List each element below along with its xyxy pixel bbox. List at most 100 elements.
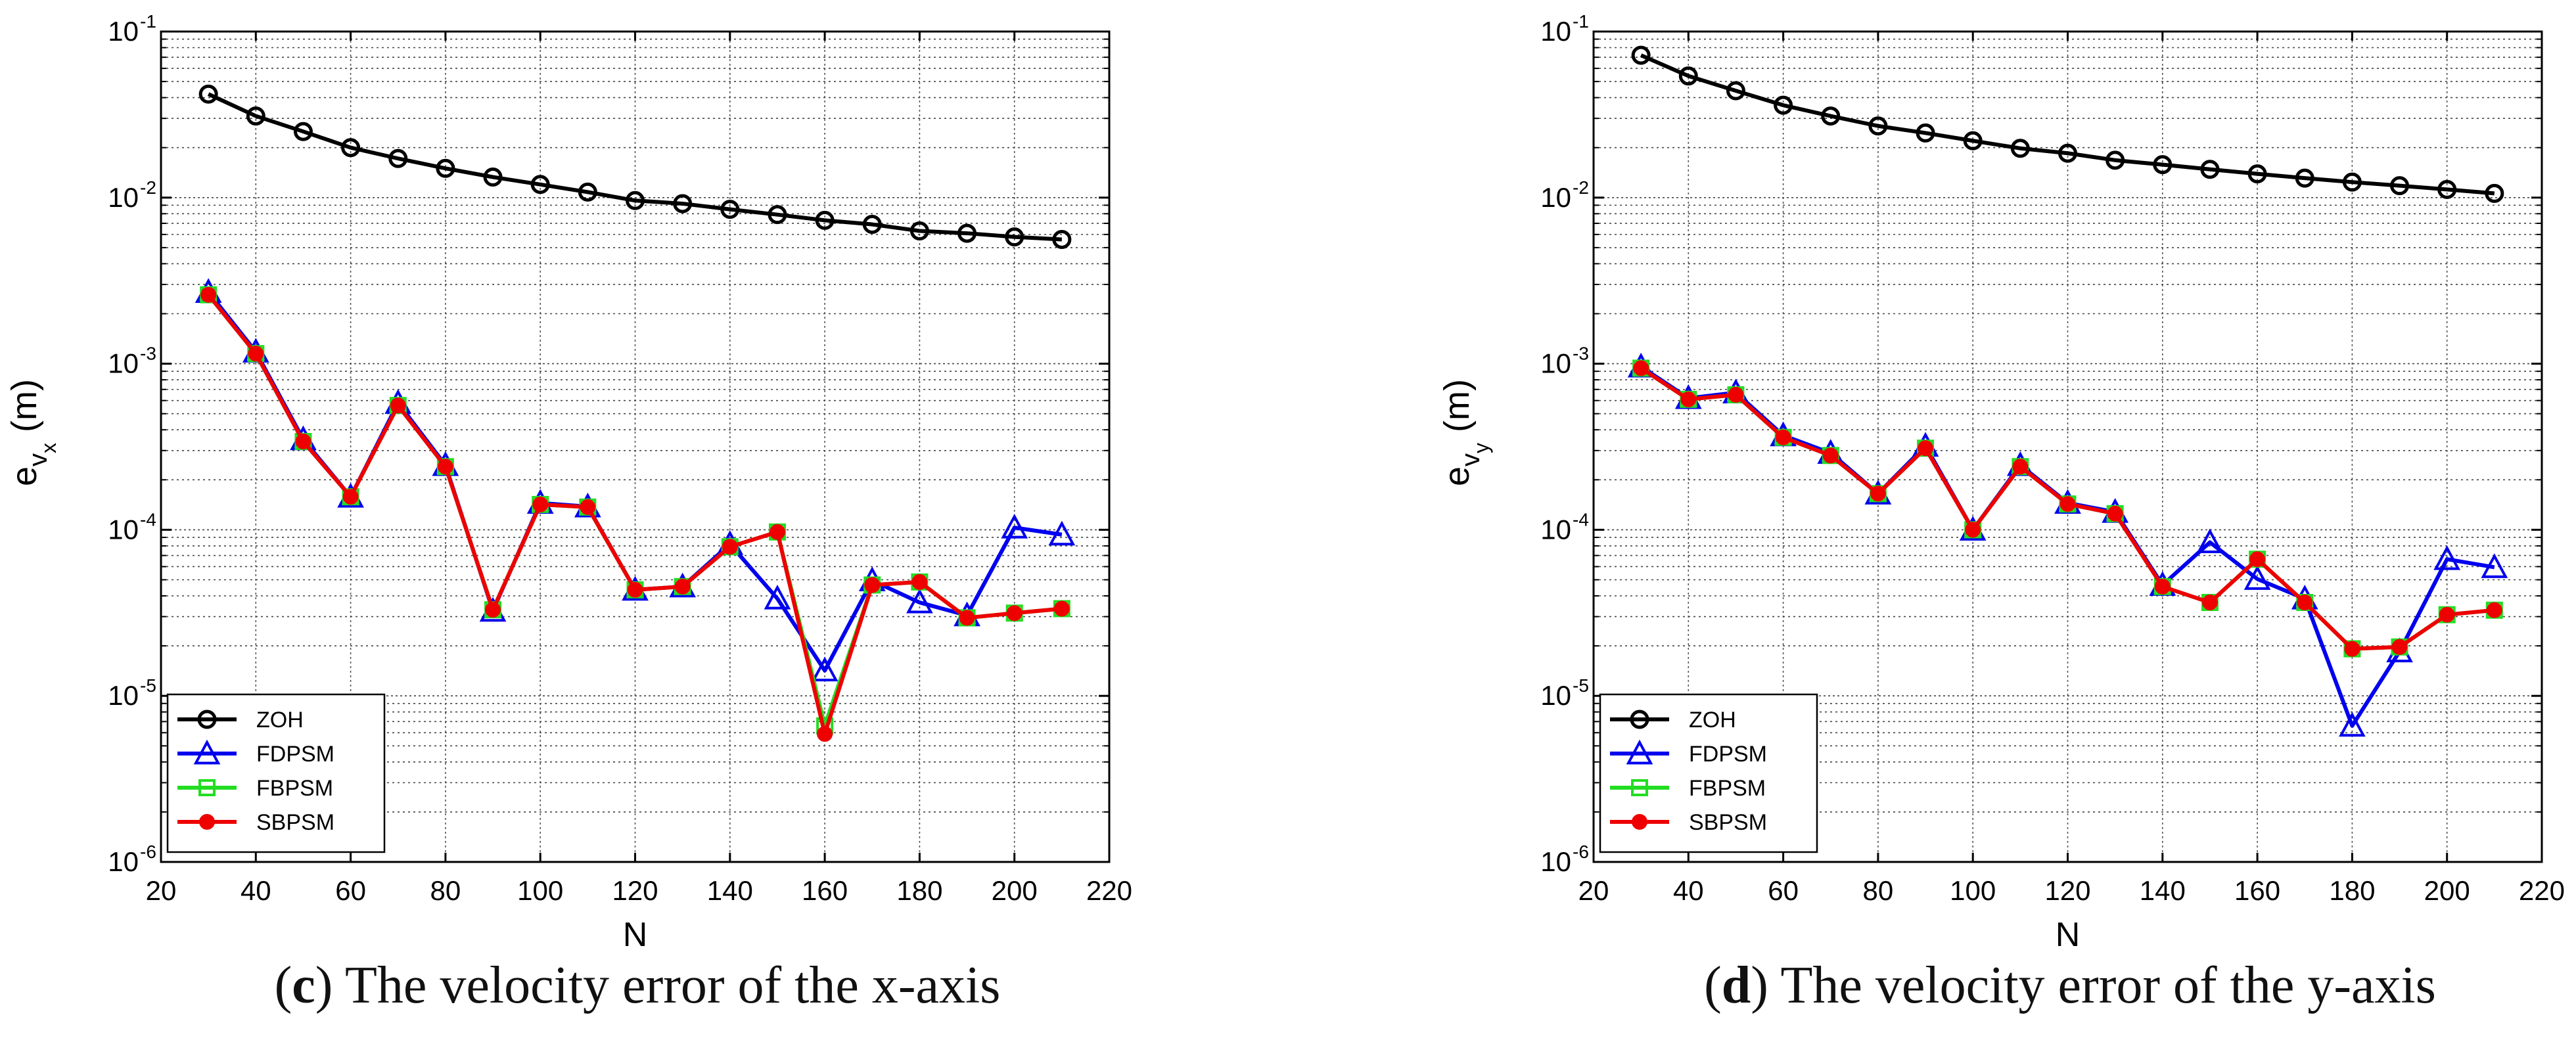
y-tick-label: 10 <box>1540 182 1571 213</box>
data-point-marker <box>1726 81 1745 101</box>
y-tick-exponent: -4 <box>140 509 156 530</box>
x-tick-label: 140 <box>2140 875 2186 906</box>
x-tick-label: 220 <box>1086 875 1132 906</box>
y-tick-exponent: -5 <box>140 675 156 696</box>
data-point-marker <box>768 205 787 225</box>
data-point-marker <box>1048 520 1076 546</box>
data-point-marker <box>1633 360 1649 376</box>
data-point-marker <box>674 578 691 595</box>
data-point-marker <box>342 489 359 505</box>
x-tick-label: 160 <box>2234 875 2280 906</box>
legend-label: SBPSM <box>256 810 334 835</box>
data-point-marker <box>1774 95 1793 115</box>
data-point-marker <box>1052 229 1072 249</box>
data-point-marker <box>1918 440 1934 457</box>
y-axis-label: evx(m) <box>5 379 60 486</box>
data-point-marker <box>764 584 791 610</box>
y-tick-exponent: -1 <box>140 11 156 32</box>
x-tick-label: 100 <box>517 875 563 906</box>
data-point-marker <box>1678 66 1698 86</box>
legend-label: FBPSM <box>256 776 333 801</box>
x-axis-label: N <box>623 916 648 954</box>
data-point-marker <box>1728 386 1744 403</box>
data-point-marker <box>1916 123 1935 143</box>
data-point-marker <box>957 223 977 243</box>
y-tick-label: 10 <box>1540 16 1571 47</box>
data-point-marker <box>580 499 596 515</box>
x-tick-label: 160 <box>802 875 848 906</box>
data-point-marker <box>341 138 361 158</box>
data-point-marker <box>2437 179 2457 199</box>
data-point-marker <box>1001 513 1028 539</box>
data-point-marker <box>906 588 933 614</box>
data-point-marker <box>2058 143 2077 163</box>
y-axis-label: evy(m) <box>1437 379 1493 486</box>
data-point-marker <box>198 84 218 104</box>
data-point-marker <box>1632 814 1647 830</box>
caption-c: (c) The velocity error of the x-axis <box>274 957 1001 1014</box>
legend: ZOH FDPSM FBPSM SBPSM <box>1599 693 1818 853</box>
data-point-marker <box>2486 602 2502 618</box>
data-point-marker <box>2105 150 2125 170</box>
data-point-marker <box>626 191 645 210</box>
y-tick-label: 10 <box>108 182 139 213</box>
y-tick-exponent: -2 <box>1573 177 1589 198</box>
x-tick-label: 80 <box>1863 875 1894 906</box>
data-point-marker <box>2339 711 2366 737</box>
x-tick-label: 60 <box>1768 875 1799 906</box>
data-point-marker <box>1775 429 1791 445</box>
legend-label: SBPSM <box>1689 810 1767 835</box>
data-point-marker <box>1631 45 1651 65</box>
data-point-marker <box>2010 139 2030 158</box>
data-point-marker <box>246 106 265 126</box>
data-point-marker <box>199 814 215 830</box>
caption-d-text: The velocity error of the y-axis <box>1780 957 2436 1014</box>
series-line-zoh <box>207 92 1063 242</box>
data-point-marker <box>2344 641 2360 657</box>
data-point-marker <box>815 210 835 230</box>
data-point-marker <box>2107 505 2123 522</box>
data-point-marker <box>390 397 406 414</box>
x-tick-label: 180 <box>2329 875 2375 906</box>
data-point-marker <box>2196 528 2224 553</box>
data-point-marker <box>1006 605 1023 621</box>
data-point-marker <box>193 739 221 765</box>
y-tick-exponent: -4 <box>1573 509 1589 530</box>
x-tick-label: 40 <box>1673 875 1704 906</box>
x-tick-label: 60 <box>335 875 366 906</box>
data-point-marker <box>198 779 216 796</box>
y-tick-exponent: -6 <box>140 842 156 862</box>
series-zoh <box>198 84 1072 249</box>
data-point-marker <box>578 182 597 202</box>
data-point-marker <box>485 602 501 618</box>
data-point-marker <box>437 459 453 475</box>
data-point-marker <box>2059 496 2076 512</box>
data-point-marker <box>1053 600 1070 617</box>
data-point-marker <box>295 434 311 450</box>
data-point-marker <box>862 215 882 235</box>
data-point-marker <box>2297 595 2313 611</box>
data-point-marker <box>1821 106 1841 126</box>
data-point-marker <box>2342 172 2362 192</box>
data-point-marker <box>2433 545 2461 570</box>
series-sbpsm <box>1633 360 2502 657</box>
legend: ZOH FDPSM FBPSM SBPSM <box>166 693 386 853</box>
x-tick-label: 220 <box>2519 875 2565 906</box>
y-tick-label: 10 <box>1540 846 1571 877</box>
x-tick-label: 200 <box>2424 875 2470 906</box>
data-point-marker <box>811 656 839 682</box>
x-tick-label: 140 <box>707 875 753 906</box>
data-point-marker <box>2391 639 2408 655</box>
series-line-zoh <box>1640 53 2495 196</box>
data-point-marker <box>1626 739 1653 765</box>
legend-label: FBPSM <box>1689 776 1766 801</box>
x-tick-label: 100 <box>1950 875 1996 906</box>
data-point-marker <box>532 496 549 512</box>
x-tick-label: 120 <box>2044 875 2090 906</box>
caption-c-letter: c <box>292 957 315 1014</box>
y-tick-label: 10 <box>108 514 139 545</box>
data-point-marker <box>722 539 738 555</box>
